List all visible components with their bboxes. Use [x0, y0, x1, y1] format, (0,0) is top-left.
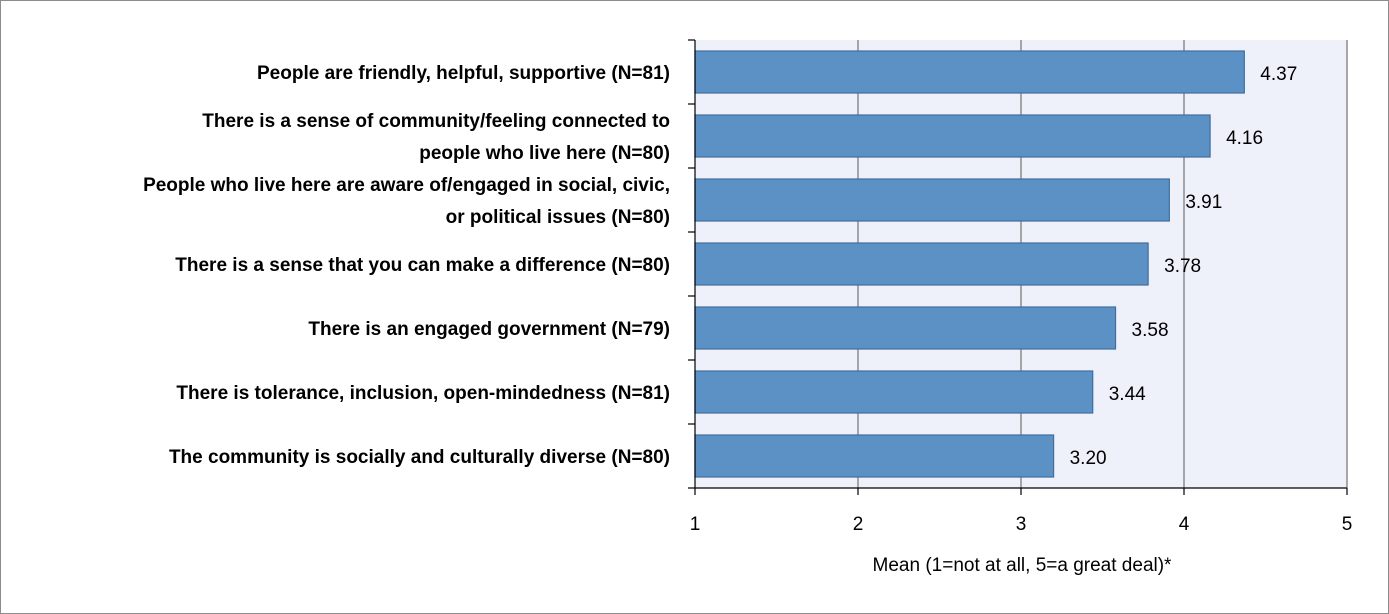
category-label-4: There is a sense that you can make a dif…: [175, 255, 670, 276]
category-label-7: The community is socially and culturally…: [169, 447, 670, 468]
category-label-1: People are friendly, helpful, supportive…: [257, 63, 670, 84]
x-tick-label-3: 3: [1016, 514, 1027, 535]
bar-1: [694, 50, 1245, 94]
bar-value-label-4: 3.78: [1164, 256, 1201, 277]
axes: [688, 39, 1348, 495]
category-label-line: People who live here are aware of/engage…: [143, 175, 670, 196]
category-label-line: There is an engaged government (N=79): [308, 319, 670, 340]
category-label-line: people who live here (N=80): [419, 143, 670, 164]
bar-value-label-1: 4.37: [1260, 64, 1297, 85]
bar-5: [694, 306, 1117, 350]
category-label-3: People who live here are aware of/engage…: [143, 175, 670, 228]
x-axis-title: Mean (1=not at all, 5=a great deal)*: [873, 555, 1173, 576]
category-label-line: People are friendly, helpful, supportive…: [257, 63, 670, 84]
bar-6: [694, 370, 1094, 414]
category-label-line: or political issues (N=80): [446, 207, 670, 228]
x-tick-label-4: 4: [1179, 514, 1190, 535]
bar-7: [694, 434, 1055, 478]
bar-value-label-6: 3.44: [1109, 384, 1146, 405]
labels: 4.37 People are friendly, helpful, suppor…: [143, 63, 1352, 535]
bar-value-label-5: 3.58: [1132, 320, 1169, 341]
category-label-6: There is tolerance, inclusion, open-mind…: [176, 383, 670, 404]
category-label-line: There is tolerance, inclusion, open-mind…: [176, 383, 670, 404]
bars: [694, 50, 1245, 478]
category-label-2: There is a sense of community/feeling co…: [202, 111, 670, 164]
x-tick-label-1: 1: [690, 514, 701, 535]
x-tick-label-5: 5: [1342, 514, 1353, 535]
category-label-5: There is an engaged government (N=79): [308, 319, 670, 340]
bar-value-label-7: 3.20: [1070, 448, 1107, 469]
bar-3: [694, 178, 1170, 222]
category-label-line: The community is socially and culturally…: [169, 447, 670, 468]
bar-4: [694, 242, 1149, 286]
category-label-line: There is a sense that you can make a dif…: [175, 255, 670, 276]
bar-value-label-2: 4.16: [1226, 128, 1263, 149]
bar-value-label-3: 3.91: [1185, 192, 1222, 213]
x-tick-label-2: 2: [853, 514, 864, 535]
category-label-line: There is a sense of community/feeling co…: [202, 111, 670, 132]
bar-2: [694, 114, 1211, 158]
